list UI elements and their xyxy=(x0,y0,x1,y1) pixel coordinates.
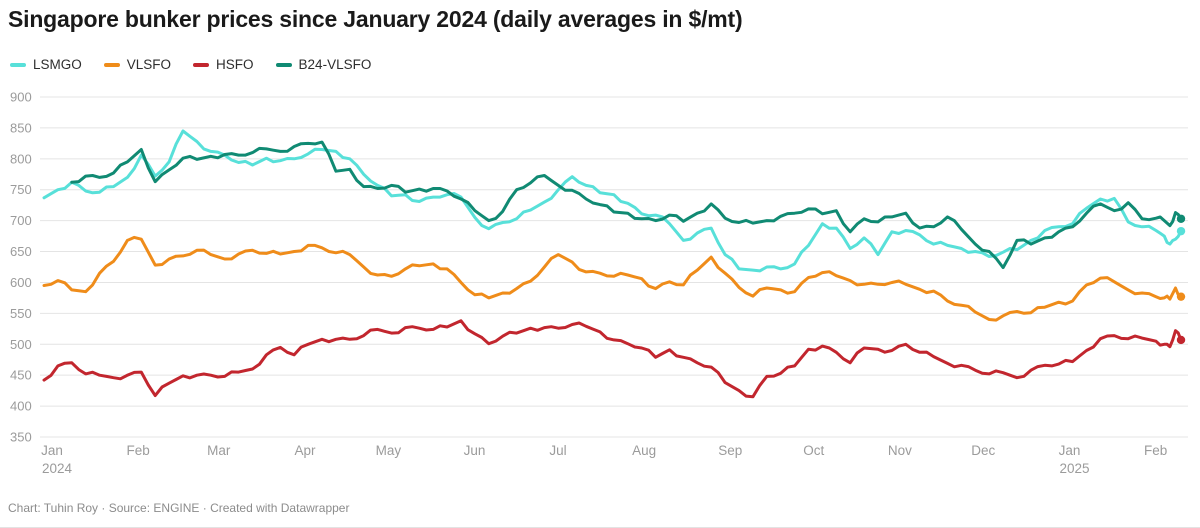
y-axis-tick-label: 450 xyxy=(10,368,32,383)
legend-item-vlsfo: VLSFO xyxy=(103,57,172,72)
chart-legend: LSMGO VLSFO HSFO B24-VLSFO xyxy=(10,57,371,72)
x-axis-tick-label: Nov xyxy=(888,443,912,458)
series-end-dot-lsmgo xyxy=(1176,226,1186,236)
y-axis-tick-label: 850 xyxy=(10,120,32,135)
y-axis-tick-label: 500 xyxy=(10,337,32,352)
y-axis-tick-label: 400 xyxy=(10,399,32,414)
x-axis-tick-label: Sep xyxy=(718,443,742,458)
x-axis-tick-label: Oct xyxy=(803,443,824,458)
y-axis-tick-label: 900 xyxy=(10,90,32,105)
series-end-dot-vlsfo xyxy=(1176,292,1186,301)
y-axis-tick-label: 750 xyxy=(10,182,32,197)
series-end-dot-hsfo xyxy=(1176,335,1186,345)
chart-title: Singapore bunker prices since January 20… xyxy=(8,6,743,32)
x-axis-tick-label: Jun xyxy=(464,443,486,458)
x-axis-tick-label: Dec xyxy=(971,443,995,458)
x-axis-tick-label: Feb xyxy=(1144,443,1167,458)
x-axis-year-label: 2024 xyxy=(42,461,73,476)
x-axis-tick-label: May xyxy=(376,443,402,458)
series-line-vlsfo[interactable] xyxy=(42,235,1183,322)
x-axis-tick-label: Apr xyxy=(294,443,316,458)
x-axis-year-label: 2025 xyxy=(1059,461,1089,476)
y-axis-tick-label: 700 xyxy=(10,213,32,228)
x-axis-tick-label: Feb xyxy=(127,443,150,458)
y-axis-tick-label: 800 xyxy=(10,151,32,166)
y-axis-tick-label: 600 xyxy=(10,275,32,290)
x-axis-tick-label: Mar xyxy=(207,443,231,458)
x-axis-tick-label: Jul xyxy=(549,443,566,458)
vlsfo-swatch-icon xyxy=(103,62,120,67)
y-axis-tick-label: 350 xyxy=(10,430,32,445)
b24-vlsfo-swatch-icon xyxy=(275,62,292,67)
x-axis-tick-label: Aug xyxy=(632,443,656,458)
chart-footer-attribution: Chart: Tuhin Roy · Source: ENGINE · Crea… xyxy=(8,501,350,515)
lsmgo-swatch-icon xyxy=(10,62,26,67)
x-axis-tick-label: Jan xyxy=(41,443,63,458)
legend-label: VLSFO xyxy=(126,57,172,72)
legend-item-b24-vlsfo: B24-VLSFO xyxy=(275,57,372,72)
y-axis-tick-label: 550 xyxy=(10,306,32,321)
legend-item-hsfo: HSFO xyxy=(193,57,254,72)
hsfo-swatch-icon xyxy=(193,62,210,67)
series-line-lsmgo[interactable] xyxy=(42,129,1183,273)
series-end-dot-b24-vlsfo xyxy=(1176,214,1186,223)
x-axis-tick-label: Jan xyxy=(1059,443,1081,458)
series-line-hsfo[interactable] xyxy=(42,319,1183,399)
legend-item-lsmgo: LSMGO xyxy=(10,57,82,72)
y-axis-tick-label: 650 xyxy=(10,244,32,259)
series-line-b24-vlsfo[interactable] xyxy=(70,140,1183,270)
line-chart-plot-area[interactable]: 350 400 450 500 550 600 650 700 750 800 850 900 Jan 2… xyxy=(0,0,1200,500)
legend-label: HSFO xyxy=(216,57,254,72)
legend-label: LSMGO xyxy=(33,57,82,72)
legend-label: B24-VLSFO xyxy=(298,57,372,72)
